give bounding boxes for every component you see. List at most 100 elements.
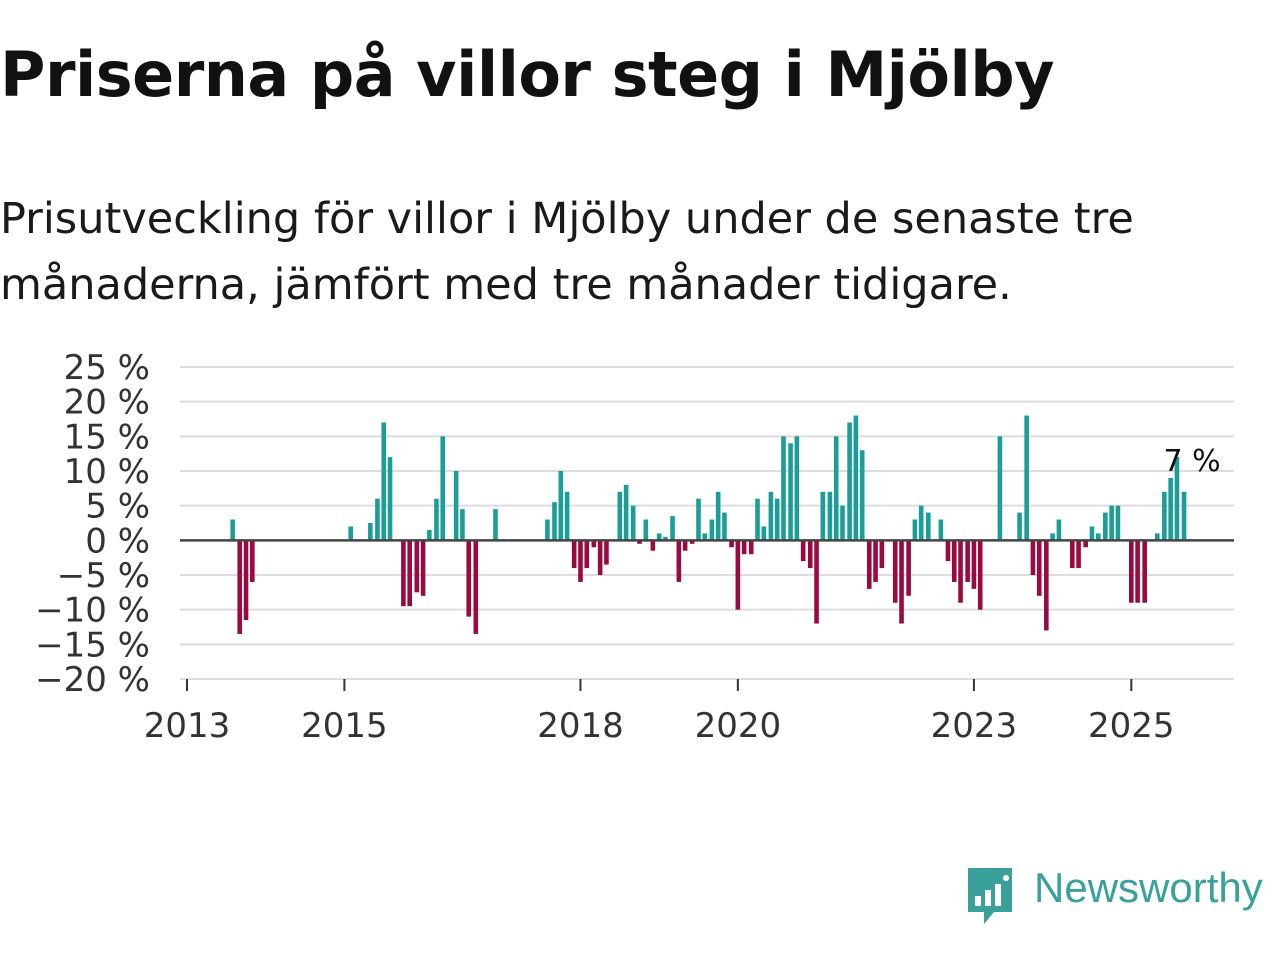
bar [1083, 540, 1088, 548]
y-tick-label: −20 % [35, 660, 150, 700]
bar [892, 540, 898, 603]
y-tick-label: −5 % [57, 556, 150, 596]
bar [401, 540, 406, 607]
bar [1154, 533, 1160, 541]
bar [604, 540, 609, 565]
bar [820, 491, 826, 541]
bar [1076, 540, 1081, 569]
x-tick-label: 2018 [537, 706, 624, 746]
y-tick-label: 15 % [64, 417, 150, 457]
bar-chart: 25 %20 %15 %10 %5 %0 %−5 %−10 %−15 %−20 … [35, 348, 1234, 746]
latest-value-annotation: 7 % [1163, 444, 1220, 479]
bar [689, 540, 695, 544]
x-tick-label: 2013 [144, 706, 231, 746]
bar [709, 519, 715, 541]
bar [715, 491, 721, 541]
bar [1069, 540, 1075, 569]
bar [571, 540, 577, 569]
bar [748, 540, 754, 555]
bar [656, 533, 662, 541]
bar [243, 540, 249, 621]
bar [407, 540, 412, 607]
bar [545, 519, 550, 541]
bar [755, 498, 760, 541]
bar [453, 471, 459, 541]
bar [663, 536, 668, 541]
bar [847, 422, 852, 541]
labels: 25 %20 %15 %10 %5 %0 %−5 %−10 %−15 %−20 … [35, 348, 1220, 746]
bar [643, 519, 649, 541]
bar [676, 540, 682, 582]
bar [623, 484, 629, 541]
axes [180, 539, 1234, 691]
bar [774, 498, 780, 541]
bar [925, 512, 931, 541]
y-tick-label: 25 % [64, 348, 150, 388]
bar [1109, 505, 1114, 541]
bar [682, 540, 688, 551]
bar [420, 540, 426, 596]
bar [1095, 533, 1101, 541]
bar [977, 540, 983, 610]
newsworthy-logo-text: Newsworthy [1034, 864, 1263, 911]
bar [250, 540, 255, 582]
bar [558, 471, 564, 541]
bar [833, 436, 839, 541]
bar [427, 529, 432, 541]
bar [578, 540, 583, 582]
y-tick-label: 20 % [64, 383, 150, 423]
bar [741, 540, 747, 555]
bar [761, 526, 767, 541]
newsworthy-logo[interactable]: Newsworthy [964, 864, 1274, 928]
bar [951, 540, 957, 582]
bar [702, 533, 708, 541]
bar [912, 519, 918, 541]
bar [617, 491, 623, 541]
bar [1129, 540, 1134, 603]
bar [1050, 533, 1055, 541]
bar [670, 516, 675, 541]
y-tick-label: −10 % [35, 591, 150, 631]
x-tick-label: 2020 [695, 706, 782, 746]
bar [584, 540, 590, 569]
bar [899, 540, 904, 624]
bar [840, 505, 845, 541]
y-tick-label: 0 % [85, 521, 150, 561]
bar [1135, 540, 1140, 603]
bar [788, 443, 793, 541]
bar [971, 540, 977, 589]
bar [630, 505, 636, 541]
y-tick-label: 5 % [85, 487, 150, 527]
bar [230, 519, 235, 541]
bar [800, 540, 806, 562]
bar [237, 540, 243, 634]
bar [650, 540, 656, 551]
bar [440, 436, 446, 541]
x-tick-label: 2015 [301, 706, 388, 746]
bar [1162, 491, 1167, 541]
bar [781, 436, 786, 541]
bar [1044, 540, 1049, 631]
bar [637, 540, 642, 544]
bar [1174, 457, 1180, 541]
bar [473, 540, 479, 634]
bar [906, 540, 911, 596]
bar [1056, 519, 1062, 541]
bar [552, 502, 557, 541]
bar [1089, 526, 1095, 541]
bar [1030, 540, 1036, 575]
bar [1115, 505, 1121, 541]
chart-title: Priserna på villor steg i Mjölby [0, 38, 1055, 111]
bar [997, 436, 1003, 541]
bar [1017, 512, 1022, 541]
bar [873, 540, 878, 582]
bar [722, 512, 727, 541]
bar [591, 540, 597, 548]
newsworthy-logo-icon [968, 868, 1012, 924]
bar [918, 505, 924, 541]
bar [853, 415, 859, 541]
bar [807, 540, 813, 569]
bar [434, 498, 439, 541]
bar [958, 540, 963, 603]
bar [381, 422, 387, 541]
